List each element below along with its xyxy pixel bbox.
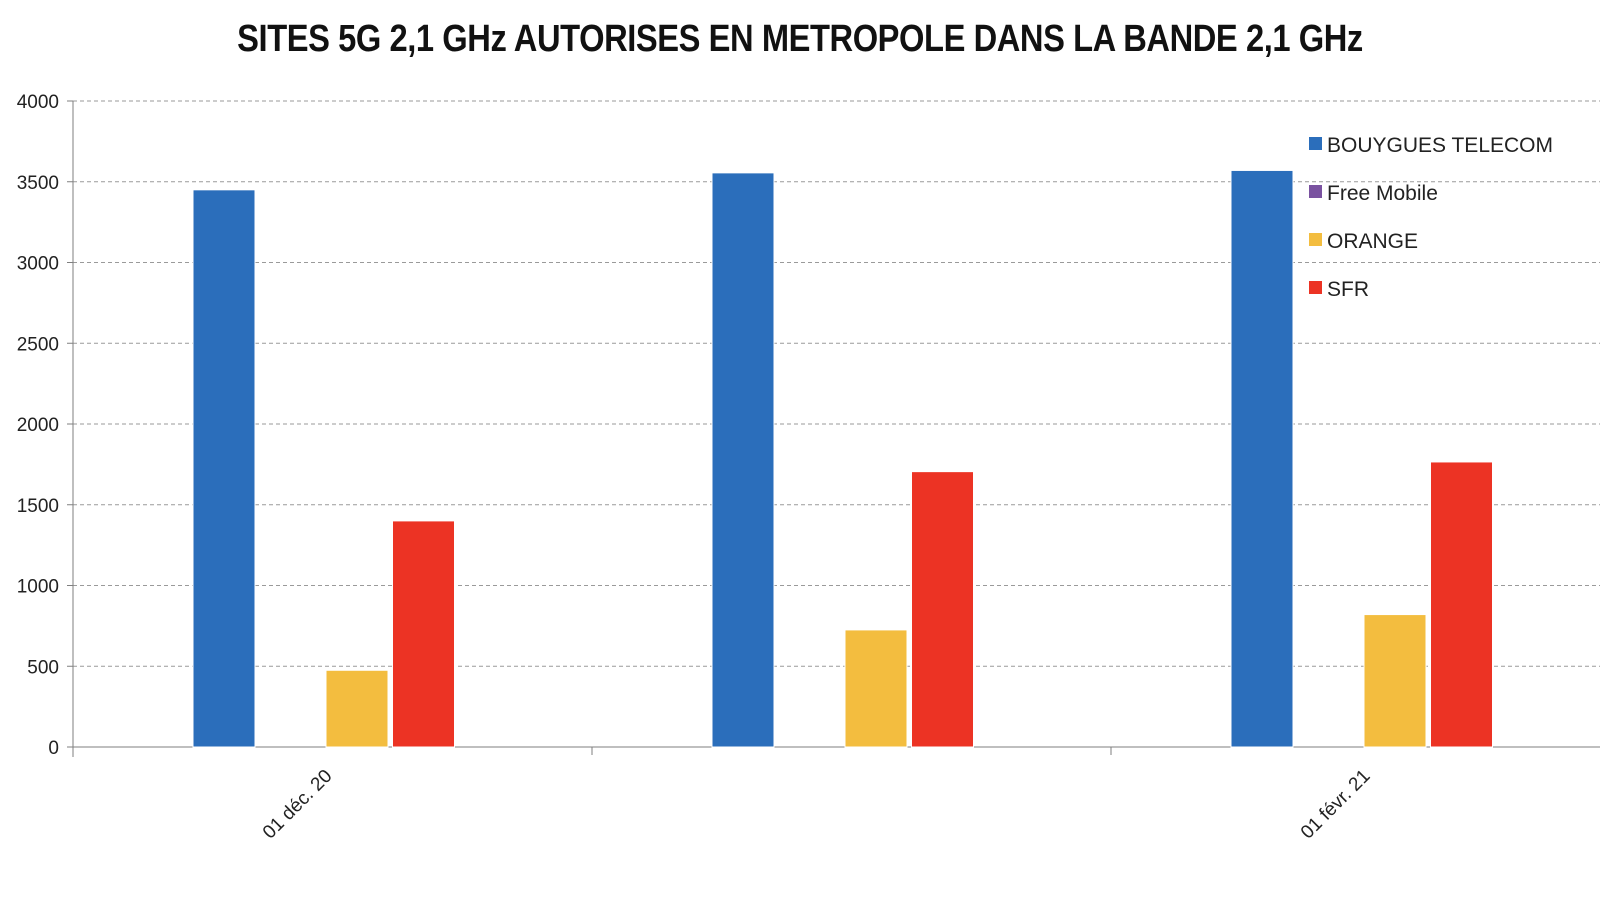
y-tick-label: 1000 [17,577,59,598]
bar [711,172,775,748]
bar [192,189,256,748]
legend-label: Free Mobile [1327,182,1438,205]
legend-swatch [1309,281,1322,294]
y-tick-label: 2000 [17,415,59,436]
bars [192,169,1493,748]
legend: BOUYGUES TELECOM Free Mobile ORANGE SFR [1309,134,1553,301]
bar [325,669,389,748]
bar [1230,169,1294,748]
gridlines [73,100,1600,667]
bar [1363,614,1427,748]
bar [1430,461,1493,748]
y-tick-label: 0 [48,738,59,759]
legend-swatch [1309,185,1322,198]
bar [392,520,455,748]
y-tick-label: 2500 [17,334,59,355]
x-tick-label: 01 déc. 20 [259,766,337,844]
y-tick-label: 3000 [17,254,59,275]
y-tick-label: 1500 [17,496,59,517]
x-tick-label: 01 févr. 21 [1297,766,1375,844]
legend-label: ORANGE [1327,230,1418,253]
legend-swatch [1309,233,1322,246]
bar [844,629,908,748]
legend-label: SFR [1327,278,1369,301]
chart-title: SITES 5G 2,1 GHz AUTORISES EN METROPOLE … [237,18,1363,60]
legend-label: BOUYGUES TELECOM [1327,134,1553,157]
bar [911,471,974,748]
y-tick-label: 4000 [17,92,59,113]
y-tick-label: 3500 [17,173,59,194]
y-tick-label: 500 [27,657,59,678]
legend-swatch [1309,137,1322,150]
